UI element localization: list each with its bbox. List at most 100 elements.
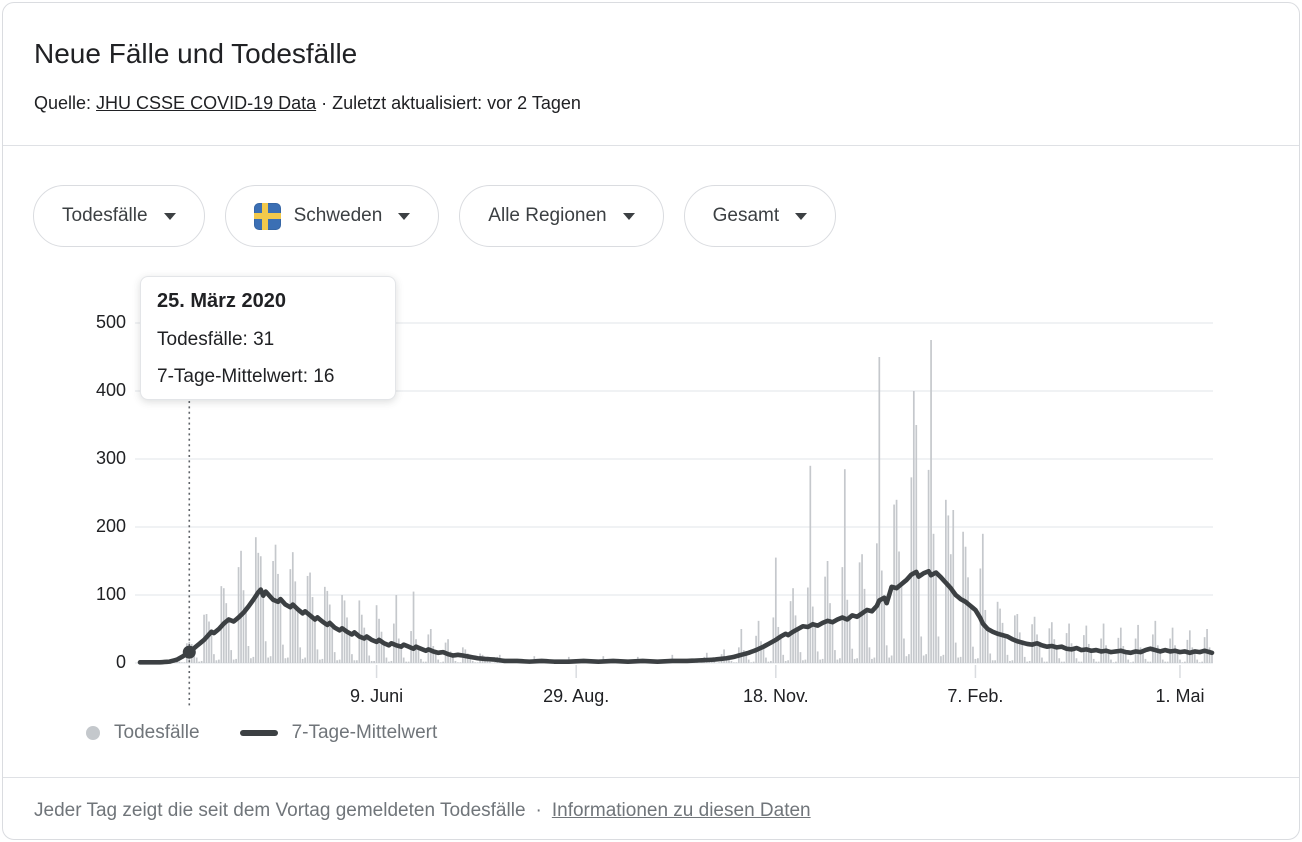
daily-bar — [1006, 654, 1009, 663]
y-axis-label: 400 — [95, 380, 126, 400]
daily-bar — [457, 662, 459, 663]
daily-bar — [1095, 661, 1098, 663]
chevron-down-icon — [163, 212, 176, 220]
daily-bar — [319, 659, 321, 663]
daily-bar — [250, 658, 252, 663]
daily-bar — [1129, 662, 1132, 663]
daily-bar — [829, 603, 831, 663]
daily-bar — [331, 624, 334, 663]
daily-bar — [839, 658, 841, 663]
daily-bar — [949, 554, 952, 663]
daily-bar — [227, 619, 230, 663]
daily-bar — [316, 649, 319, 663]
daily-bar — [814, 624, 817, 663]
daily-bar — [930, 340, 932, 663]
daily-bar — [1198, 662, 1201, 663]
region-dropdown-label: Alle Regionen — [488, 205, 607, 226]
daily-bar — [1144, 658, 1147, 663]
daily-bar — [232, 659, 235, 663]
daily-bar — [733, 662, 735, 663]
daily-bar — [259, 556, 262, 663]
deaths-chart-plot[interactable] — [135, 315, 1215, 713]
daily-bar — [908, 654, 910, 663]
daily-bar — [841, 567, 844, 663]
daily-bar — [1092, 658, 1095, 663]
daily-bar — [452, 655, 454, 663]
daily-bar — [333, 652, 336, 663]
daily-bar — [373, 660, 375, 663]
daily-bar — [181, 662, 183, 663]
deaths-dot-swatch — [86, 726, 100, 740]
daily-bar — [380, 631, 383, 663]
daily-bar — [397, 638, 400, 663]
daily-bar — [969, 605, 972, 663]
daily-bar — [888, 657, 891, 663]
daily-bar — [328, 604, 331, 663]
daily-bar — [1156, 645, 1159, 663]
daily-bar — [471, 660, 474, 663]
daily-bar — [774, 557, 777, 663]
page-title: Neue Fälle und Todesfälle — [34, 38, 358, 69]
daily-bar — [750, 662, 753, 663]
daily-bar — [1021, 642, 1024, 663]
daily-bar — [942, 654, 945, 663]
daily-bar — [351, 654, 353, 663]
range-dropdown[interactable]: Gesamt — [683, 185, 837, 247]
tooltip-average-value: 7-Tage-Mittelwert: 16 — [157, 366, 335, 387]
daily-bar — [959, 656, 962, 663]
daily-bar — [267, 657, 269, 663]
country-dropdown-label: Schweden — [293, 205, 383, 226]
daily-bar — [1137, 624, 1139, 663]
daily-bar — [784, 660, 787, 663]
data-info-link[interactable]: Informationen zu diesen Daten — [551, 800, 811, 821]
daily-bar — [277, 573, 279, 663]
y-axis-label: 200 — [95, 516, 126, 536]
y-axis-label: 0 — [115, 652, 126, 672]
chart-legend: Todesfälle 7-Tage-Mittelwert — [86, 722, 437, 744]
daily-bar — [494, 662, 496, 663]
daily-bar — [927, 469, 930, 663]
chevron-down-icon — [795, 212, 808, 220]
daily-bar — [816, 651, 819, 663]
metric-dropdown[interactable]: Todesfälle — [33, 185, 205, 247]
daily-bar — [301, 658, 304, 663]
daily-bar — [1102, 623, 1105, 663]
daily-bar — [977, 658, 979, 663]
daily-bar — [240, 550, 242, 663]
daily-bar — [425, 661, 427, 663]
daily-bar — [368, 655, 371, 663]
daily-bar — [294, 581, 297, 663]
daily-bar — [745, 653, 748, 663]
source-line: Quelle: JHU CSSE COVID-19 Data · Zuletzt… — [34, 93, 581, 114]
daily-bar — [878, 357, 881, 663]
daily-bar — [383, 643, 385, 663]
daily-bar — [991, 660, 994, 663]
daily-bar — [336, 660, 338, 663]
daily-bar — [363, 627, 366, 663]
daily-bar — [1196, 659, 1199, 663]
daily-bar — [1127, 659, 1130, 663]
daily-bar — [311, 597, 314, 663]
country-dropdown[interactable]: Schweden — [224, 185, 440, 247]
region-dropdown[interactable]: Alle Regionen — [459, 185, 664, 247]
daily-bar — [178, 661, 181, 663]
daily-bar — [218, 659, 220, 663]
source-updated: · Zuletzt aktualisiert: vor 2 Tagen — [316, 93, 581, 113]
daily-bar — [802, 660, 804, 663]
footer-divider — [3, 777, 1299, 778]
daily-bar — [1038, 643, 1041, 663]
daily-bar — [974, 658, 977, 663]
source-link[interactable]: JHU CSSE COVID-19 Data — [96, 93, 317, 113]
daily-bar — [279, 599, 282, 663]
daily-bar — [853, 658, 856, 663]
daily-bar — [762, 646, 765, 663]
daily-bar — [1001, 622, 1004, 663]
daily-bar — [765, 657, 767, 663]
daily-bar — [885, 645, 888, 663]
daily-bar — [962, 531, 964, 663]
daily-bar — [868, 647, 871, 663]
daily-bar — [794, 615, 797, 663]
daily-bar — [873, 657, 876, 663]
daily-bar — [1176, 651, 1179, 663]
